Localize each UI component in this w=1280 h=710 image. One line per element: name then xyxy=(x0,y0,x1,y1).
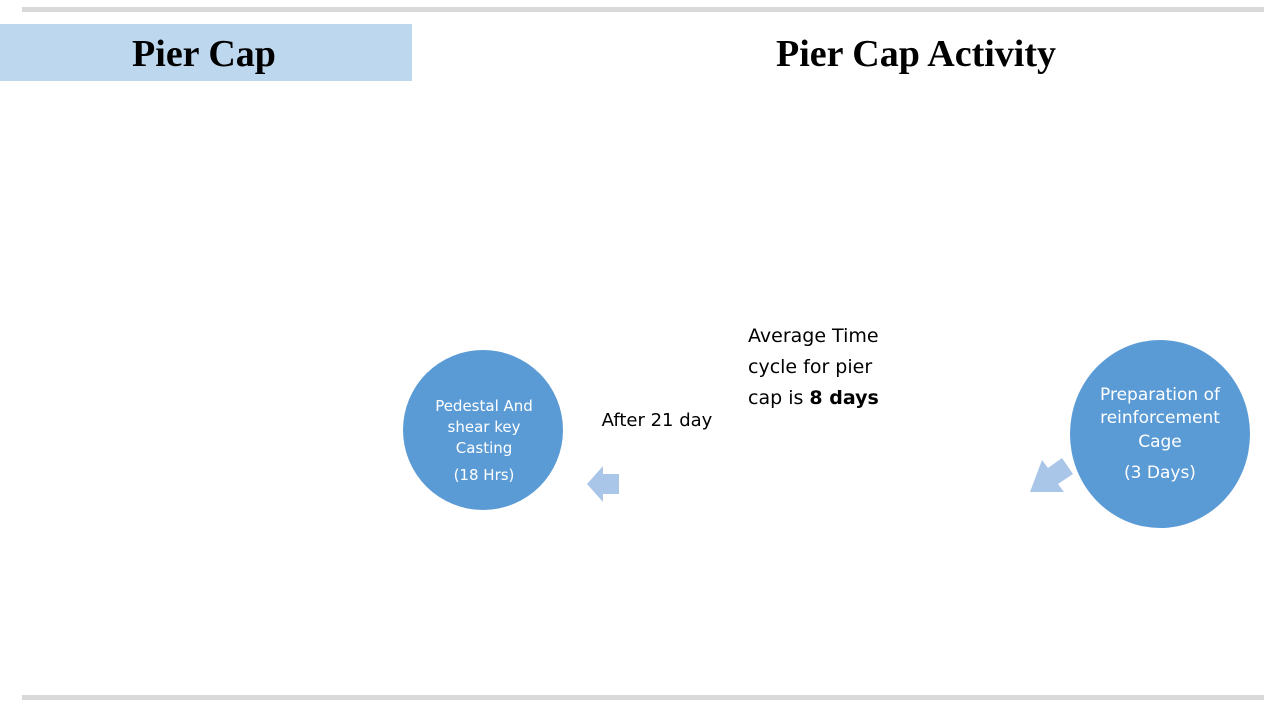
after-label: After 21 day xyxy=(602,410,713,431)
section-title: Pier Cap xyxy=(132,33,276,75)
node-line: Preparation of xyxy=(1100,385,1221,405)
bottom-rule xyxy=(22,695,1264,700)
node-line: Casting xyxy=(456,439,513,457)
node-line: reinforcement xyxy=(1100,408,1220,428)
note-prefix: cap is xyxy=(748,387,803,409)
node-duration: (18 Hrs) xyxy=(454,466,515,484)
arrow xyxy=(1030,458,1073,492)
node-circle xyxy=(403,350,563,510)
node-line: Cage xyxy=(1138,432,1182,452)
node-line: shear key xyxy=(448,418,521,436)
slide-title: Pier Cap Activity xyxy=(776,33,1056,75)
top-rule xyxy=(22,7,1264,12)
note-line: cap is 8 days xyxy=(748,387,879,409)
node-duration: (3 Days) xyxy=(1124,463,1196,483)
note-bold: 8 days xyxy=(809,387,878,409)
node-text: Pedestal And shear key Casting (18 Hrs) xyxy=(435,397,533,484)
note-line: cycle for pier xyxy=(748,356,872,378)
arrow xyxy=(587,466,619,502)
note: Average Time cycle for pier cap is 8 day… xyxy=(748,325,879,409)
node-circle xyxy=(1070,340,1250,528)
node-line: Pedestal And xyxy=(435,397,533,415)
note-line: Average Time xyxy=(748,325,879,347)
node-text: Preparation of reinforcement Cage (3 Day… xyxy=(1100,385,1221,483)
section-banner xyxy=(0,24,412,81)
